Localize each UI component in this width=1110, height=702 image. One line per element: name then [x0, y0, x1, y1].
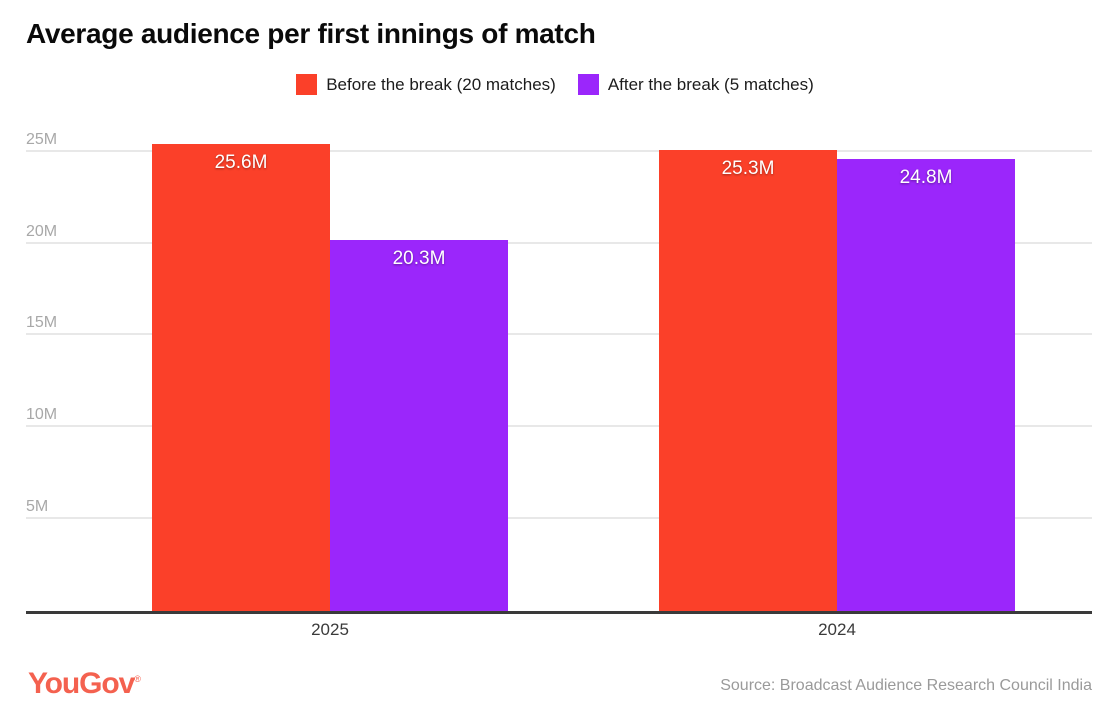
bar-value-label: 25.3M — [721, 158, 775, 179]
gridline-15m — [26, 333, 1092, 335]
legend-label-before-break: Before the break (20 matches) — [326, 74, 556, 94]
gridline-5m — [26, 517, 1092, 519]
chart-legend: Before the break (20 matches) After the … — [0, 74, 1110, 95]
bar-2024-before-break[interactable]: 25.3M — [659, 150, 837, 612]
registered-trademark-icon: ® — [134, 674, 141, 684]
x-axis-label-2024: 2024 — [818, 620, 856, 639]
y-axis-label-5m: 5M — [26, 498, 49, 515]
gridline-10m — [26, 425, 1092, 427]
y-axis-label-20m: 20M — [26, 223, 58, 240]
y-axis-label-25m: 25M — [26, 131, 58, 148]
bar-value-label: 20.3M — [392, 248, 446, 269]
bar-value-label: 25.6M — [214, 152, 268, 173]
page-title: Average audience per first innings of ma… — [26, 18, 596, 49]
x-axis-line — [26, 611, 1092, 614]
legend-swatch-icon-after-break — [577, 74, 599, 95]
bar-value-label: 24.8M — [899, 167, 953, 188]
legend-swatch-icon-before-break — [296, 74, 318, 95]
x-axis-label-2025: 2025 — [311, 620, 349, 639]
source-attribution: Source: Broadcast Audience Research Coun… — [720, 677, 1092, 694]
bar-2025-after-break[interactable]: 20.3M — [330, 240, 508, 612]
legend-item-after-break[interactable]: After the break (5 matches) — [577, 74, 814, 95]
gridline-25m — [26, 150, 1092, 152]
legend-item-before-break[interactable]: Before the break (20 matches) — [296, 74, 556, 95]
gridline-20m — [26, 242, 1092, 244]
bar-2024-after-break[interactable]: 24.8M — [837, 159, 1015, 612]
legend-label-after-break: After the break (5 matches) — [607, 74, 814, 94]
yougov-logo: YouGov® — [28, 669, 141, 699]
y-axis-label-10m: 10M — [26, 406, 58, 423]
bar-2025-before-break[interactable]: 25.6M — [152, 144, 330, 612]
yougov-logo-text: YouGov — [28, 667, 135, 700]
y-axis-label-15m: 15M — [26, 314, 58, 331]
